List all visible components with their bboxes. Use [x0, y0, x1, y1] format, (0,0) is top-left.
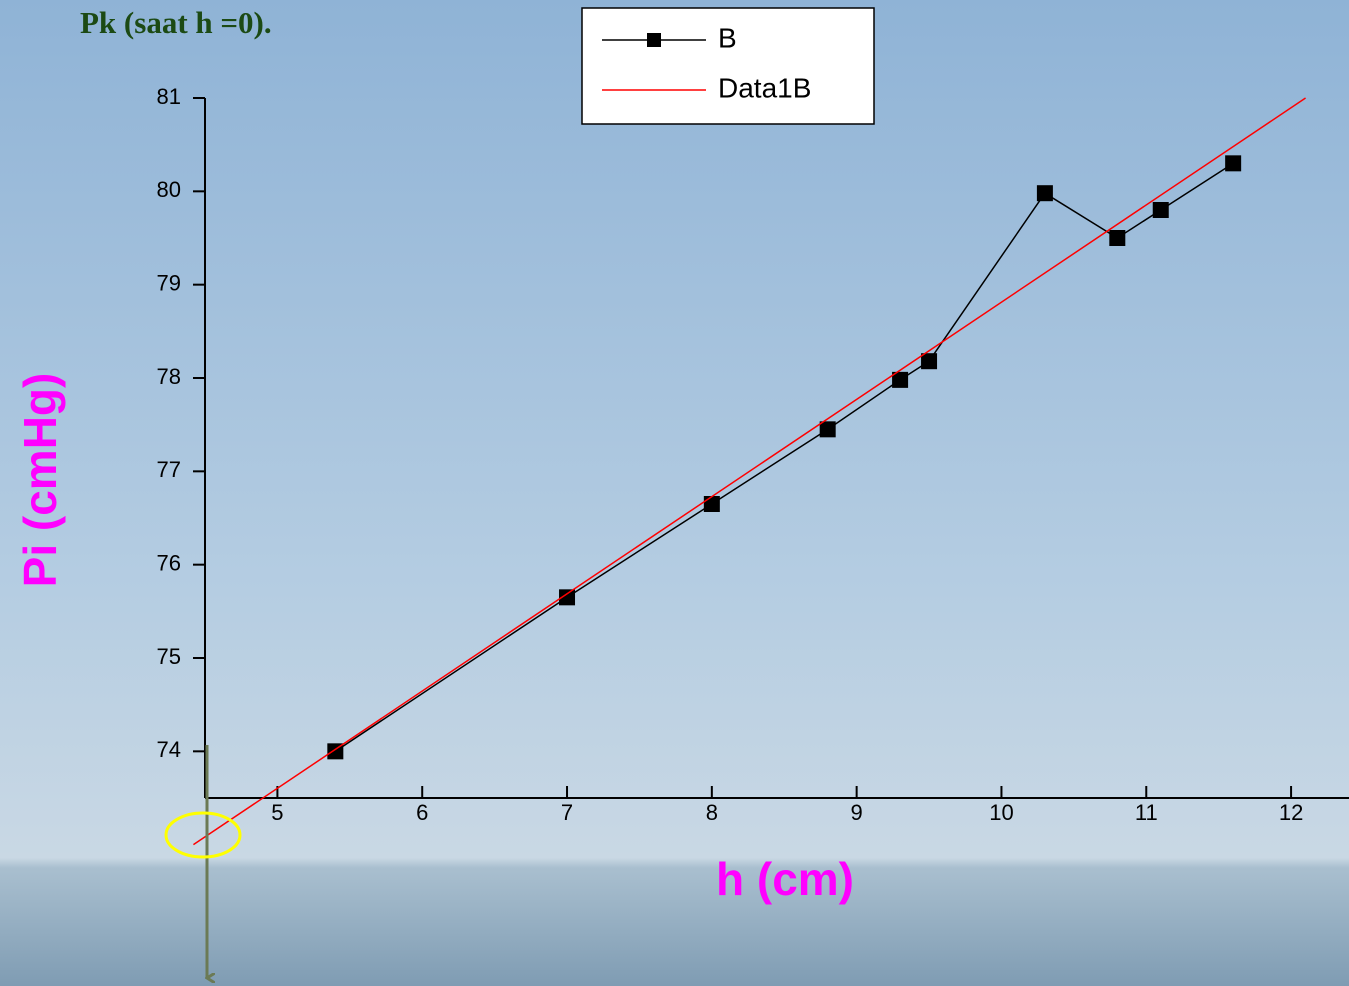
- legend-items: B Data1B: [602, 22, 811, 103]
- x-tick-label: 7: [561, 800, 573, 825]
- highlight-ellipse: [164, 811, 242, 859]
- data-point: [703, 496, 720, 512]
- legend: B Data1B: [581, 7, 875, 125]
- slide-title: Pk (saat h =0).: [80, 5, 272, 40]
- x-tick-label: 10: [989, 800, 1013, 825]
- y-tick-label: 80: [157, 177, 181, 202]
- legend-marker: [647, 33, 661, 47]
- x-tick-label: 11: [1135, 800, 1158, 825]
- y-tick-label: 81: [157, 84, 181, 109]
- x-tick-label: 9: [851, 800, 863, 825]
- data-point: [1152, 202, 1169, 218]
- series-line: [334, 162, 1234, 752]
- x-tick-label: 5: [271, 800, 283, 825]
- legend-label: B: [718, 22, 737, 53]
- y-tick-label: 75: [157, 644, 181, 669]
- x-tick-label: 12: [1279, 800, 1303, 825]
- x-tick-label: 6: [416, 800, 428, 825]
- data-point: [1109, 230, 1126, 246]
- y-tick-label: 78: [157, 364, 181, 389]
- data-point: [921, 353, 938, 370]
- y-tick-label: 77: [157, 457, 181, 482]
- legend-label: Data1B: [718, 72, 811, 103]
- y-tick-label: 76: [157, 550, 181, 575]
- data-point: [1036, 185, 1053, 202]
- data-point: [819, 421, 836, 438]
- y-axis-label: Pi (cmHg): [14, 373, 66, 588]
- x-tick-label: 8: [706, 800, 718, 825]
- data-point: [559, 589, 576, 606]
- x-axis-label: h (cm): [716, 853, 854, 905]
- series-line: [192, 97, 1306, 846]
- data-point: [1225, 155, 1242, 172]
- y-tick-label: 74: [157, 737, 181, 762]
- data-point: [892, 371, 909, 388]
- legend-box: [581, 7, 875, 125]
- y-tick-label: 79: [157, 270, 181, 295]
